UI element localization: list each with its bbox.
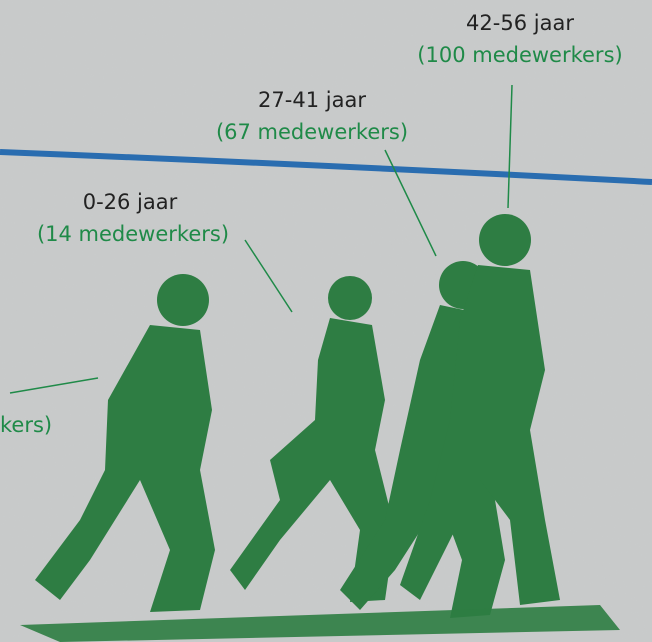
age-label: 42-56 jaar — [466, 11, 574, 35]
infographic: 42-56 jaar (100 medewerkers) 27-41 jaar … — [0, 0, 652, 642]
count-label: (100 medewerkers) — [417, 43, 622, 67]
age-label: 27-41 jaar — [258, 88, 366, 112]
runner-head — [157, 274, 209, 326]
runner-head — [479, 214, 531, 266]
count-label: (14 medewerkers) — [37, 222, 229, 246]
partial-count-label: kers) — [0, 413, 52, 437]
age-label: 0-26 jaar — [83, 190, 178, 214]
count-label: (67 medewerkers) — [216, 120, 408, 144]
runner-head — [328, 276, 372, 320]
